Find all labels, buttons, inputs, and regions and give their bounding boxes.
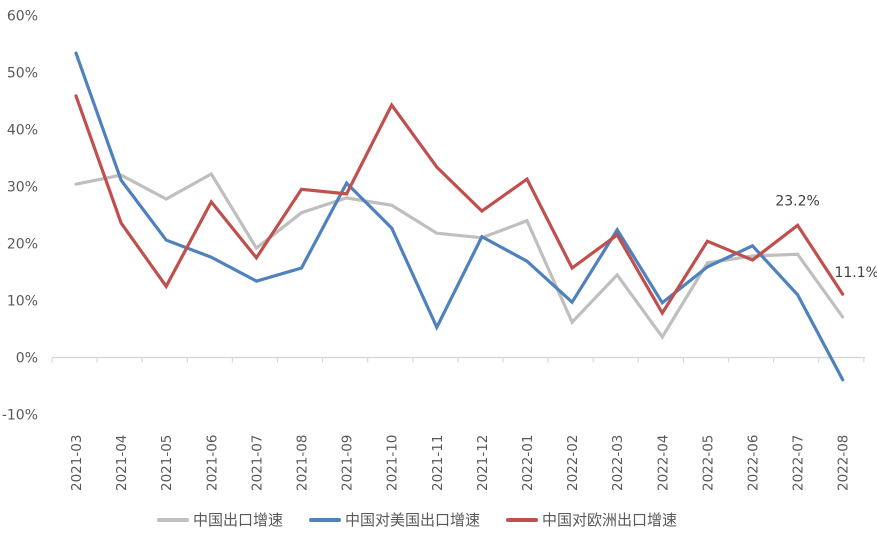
series-line xyxy=(74,171,845,340)
legend-swatch-gray xyxy=(157,517,189,522)
x-tick-label: 2021-04 xyxy=(114,435,130,491)
x-tick-label: 2022-04 xyxy=(655,435,671,491)
x-tick-label: 2021-09 xyxy=(340,435,356,491)
legend: 中国出口增速 中国对美国出口增速 中国对欧洲出口增速 xyxy=(157,509,703,530)
y-tick-label: 10% xyxy=(7,294,38,310)
x-tick-label: 2022-02 xyxy=(565,435,581,491)
y-tick-label: 20% xyxy=(7,237,38,253)
y-axis: -10% 0% 10% 20% 30% 40% 50% 60% xyxy=(2,9,38,424)
x-tick-label: 2021-11 xyxy=(430,435,446,491)
x-tick-label: 2022-06 xyxy=(746,435,762,491)
y-tick-label: 50% xyxy=(7,66,38,82)
data-label: 11.1% xyxy=(834,265,877,281)
legend-label: 中国对欧洲出口增速 xyxy=(542,511,678,529)
y-tick-label: -10% xyxy=(2,408,38,424)
legend-swatch-red xyxy=(506,517,539,522)
series-lines xyxy=(74,51,845,382)
x-tick-label: 2022-05 xyxy=(700,435,716,491)
x-tick-label: 2022-01 xyxy=(520,435,536,491)
series-line xyxy=(74,94,845,317)
legend-label: 中国出口增速 xyxy=(193,511,284,529)
x-tick-label: 2022-08 xyxy=(836,435,852,491)
series-line xyxy=(74,51,845,382)
x-tick-label: 2021-12 xyxy=(475,435,491,491)
legend-item-europe-exports: 中国对欧洲出口增速 xyxy=(506,509,677,530)
y-tick-label: 30% xyxy=(7,180,38,196)
legend-label: 中国对美国出口增速 xyxy=(345,511,481,529)
data-label: 23.2% xyxy=(775,193,819,209)
y-tick-label: 60% xyxy=(7,9,38,25)
legend-swatch-blue xyxy=(309,517,342,522)
legend-item-china-exports: 中国出口增速 xyxy=(157,509,283,530)
x-tick-label: 2021-07 xyxy=(249,435,265,491)
y-tick-label: 40% xyxy=(7,123,38,139)
y-tick-label: 0% xyxy=(16,351,38,367)
x-tick-label: 2022-07 xyxy=(791,435,807,491)
legend-item-us-exports: 中国对美国出口增速 xyxy=(309,509,480,530)
x-tick-label: 2021-05 xyxy=(159,435,175,491)
x-tick-label: 2022-03 xyxy=(610,435,626,491)
x-tick-label: 2021-06 xyxy=(204,435,220,491)
data-labels: 23.2% 11.1% xyxy=(775,193,877,281)
x-tick-label: 2021-10 xyxy=(385,435,401,491)
x-tick-label: 2021-03 xyxy=(69,435,85,491)
x-axis: 2021-03 2021-04 2021-05 2021-06 2021-07 2021-… xyxy=(51,356,865,491)
x-tick-label: 2021-08 xyxy=(295,435,311,491)
